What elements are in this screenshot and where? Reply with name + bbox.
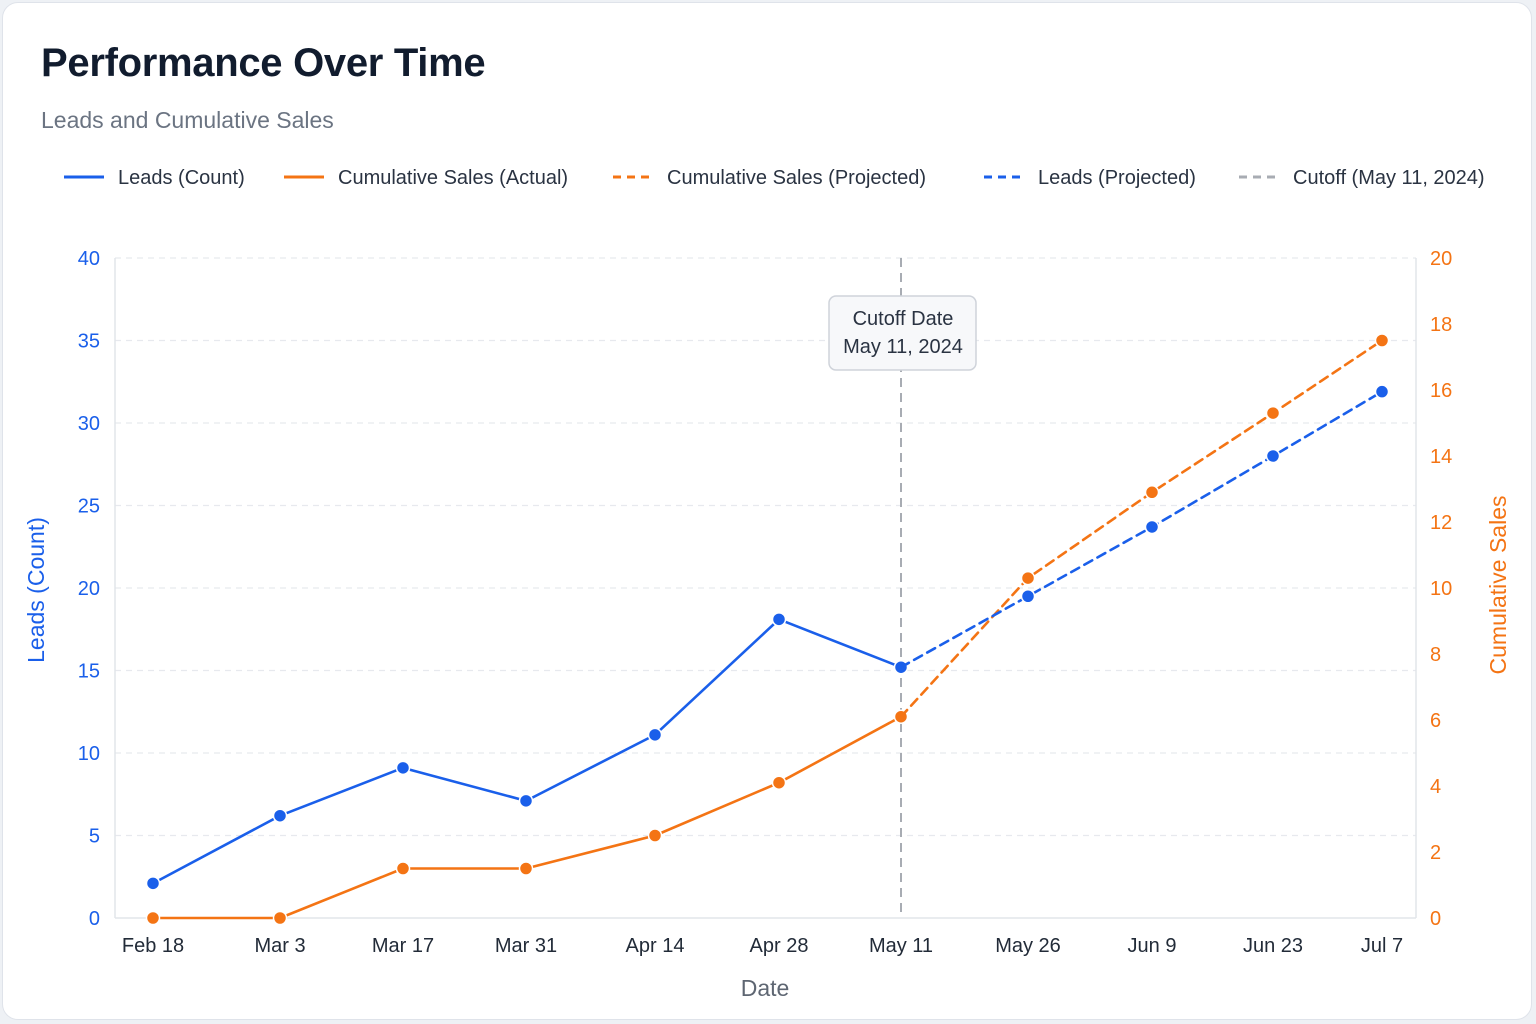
right-tick-label: 18: [1430, 314, 1452, 336]
series-cumulative-sales-projected: [899, 333, 1390, 719]
legend-label: Cumulative Sales (Actual): [338, 167, 568, 189]
legend-label: Cutoff (May 11, 2024): [1293, 167, 1485, 189]
left-tick-label: 0: [89, 908, 100, 930]
legend-label: Cumulative Sales (Projected): [667, 167, 926, 189]
right-tick-label: 10: [1430, 578, 1452, 600]
callout-box: [828, 295, 977, 371]
chart-legend: Leads (Count) Cumulative Sales (Actual) Cu…: [64, 167, 1485, 189]
right-axis-label: Cumulative Sales: [1485, 496, 1511, 675]
chart-title: Performance Over Time: [41, 41, 486, 85]
data-point: [1374, 333, 1390, 348]
data-point: [1144, 485, 1160, 500]
x-tick-label: Feb 18: [122, 935, 184, 957]
axes: 0 5 10 15 20 25 30 35 40 0 2 4 6 8 10 12 14 16 18 20 Feb 18 M…: [23, 248, 1511, 1001]
x-axis-label: Date: [741, 975, 790, 1001]
right-tick-label: 4: [1430, 776, 1441, 798]
x-tick-label: May 26: [995, 935, 1061, 957]
series-line: [151, 715, 903, 920]
data-point: [145, 910, 161, 926]
grid-lines: [115, 257, 1416, 837]
data-point: [1020, 589, 1036, 604]
series-cumulative-sales-actual: [145, 709, 909, 926]
right-tick-label: 6: [1430, 710, 1441, 732]
right-tick-label: 14: [1430, 446, 1452, 468]
left-tick-label: 25: [78, 496, 100, 518]
data-point: [518, 861, 534, 876]
series-line: [899, 390, 1384, 669]
data-point: [395, 861, 411, 876]
left-tick-label: 30: [78, 413, 100, 435]
left-tick-label: 15: [78, 661, 100, 683]
legend-item-4: Leads (Projected): [984, 167, 1196, 189]
x-tick-label: Jun 9: [1128, 935, 1177, 957]
right-tick-label: 12: [1430, 512, 1452, 534]
legend-item-5: Cutoff (May 11, 2024): [1239, 167, 1485, 189]
x-tick-label: Mar 31: [495, 935, 557, 957]
left-axis-label: Leads (Count): [23, 517, 49, 663]
data-point: [145, 876, 161, 891]
data-point: [647, 828, 663, 843]
left-tick-label: 10: [78, 743, 100, 765]
left-tick-label: 40: [78, 248, 100, 270]
right-tick-label: 20: [1430, 248, 1452, 270]
data-point: [771, 612, 787, 627]
data-point: [1265, 405, 1281, 421]
series-line: [151, 618, 903, 885]
data-point: [1144, 519, 1160, 535]
right-tick-label: 2: [1430, 842, 1441, 864]
right-tick-label: 16: [1430, 380, 1452, 402]
x-tick-label: May 11: [869, 935, 933, 957]
x-tick-label: Apr 28: [750, 935, 809, 957]
cutoff-callout: Cutoff Date May 11, 2024: [828, 295, 977, 371]
data-point: [1374, 384, 1390, 399]
data-point: [395, 760, 411, 776]
legend-item-1: Leads (Count): [64, 167, 245, 189]
data-point: [272, 910, 288, 926]
data-point: [272, 808, 288, 823]
right-tick-label: 0: [1430, 908, 1441, 930]
data-point: [647, 727, 663, 743]
left-tick-label: 20: [78, 578, 100, 600]
legend-label: Leads (Count): [118, 167, 245, 189]
series-line: [899, 339, 1384, 719]
data-point: [518, 793, 534, 809]
x-tick-label: Mar 17: [372, 935, 434, 957]
x-tick-label: Jul 7: [1361, 935, 1403, 957]
legend-item-3: Cumulative Sales (Projected): [613, 167, 926, 189]
series-leads-projected: [899, 384, 1390, 669]
callout-line-1: Cutoff Date: [853, 308, 954, 330]
chart-subtitle: Leads and Cumulative Sales: [41, 107, 334, 133]
x-tick-label: Jun 23: [1243, 935, 1303, 957]
legend-label: Leads (Projected): [1038, 167, 1196, 189]
legend-item-2: Cumulative Sales (Actual): [284, 167, 568, 189]
x-tick-label: Apr 14: [626, 935, 685, 957]
callout-line-2: May 11, 2024: [843, 336, 963, 358]
left-tick-label: 5: [89, 826, 100, 848]
series-leads-count: [145, 612, 909, 891]
data-point: [771, 775, 787, 790]
right-tick-label: 8: [1430, 644, 1441, 666]
left-tick-label: 35: [78, 331, 100, 353]
data-point: [1020, 570, 1036, 586]
x-tick-label: Mar 3: [254, 935, 305, 957]
series-group: [145, 333, 1390, 926]
data-point: [1265, 448, 1281, 464]
